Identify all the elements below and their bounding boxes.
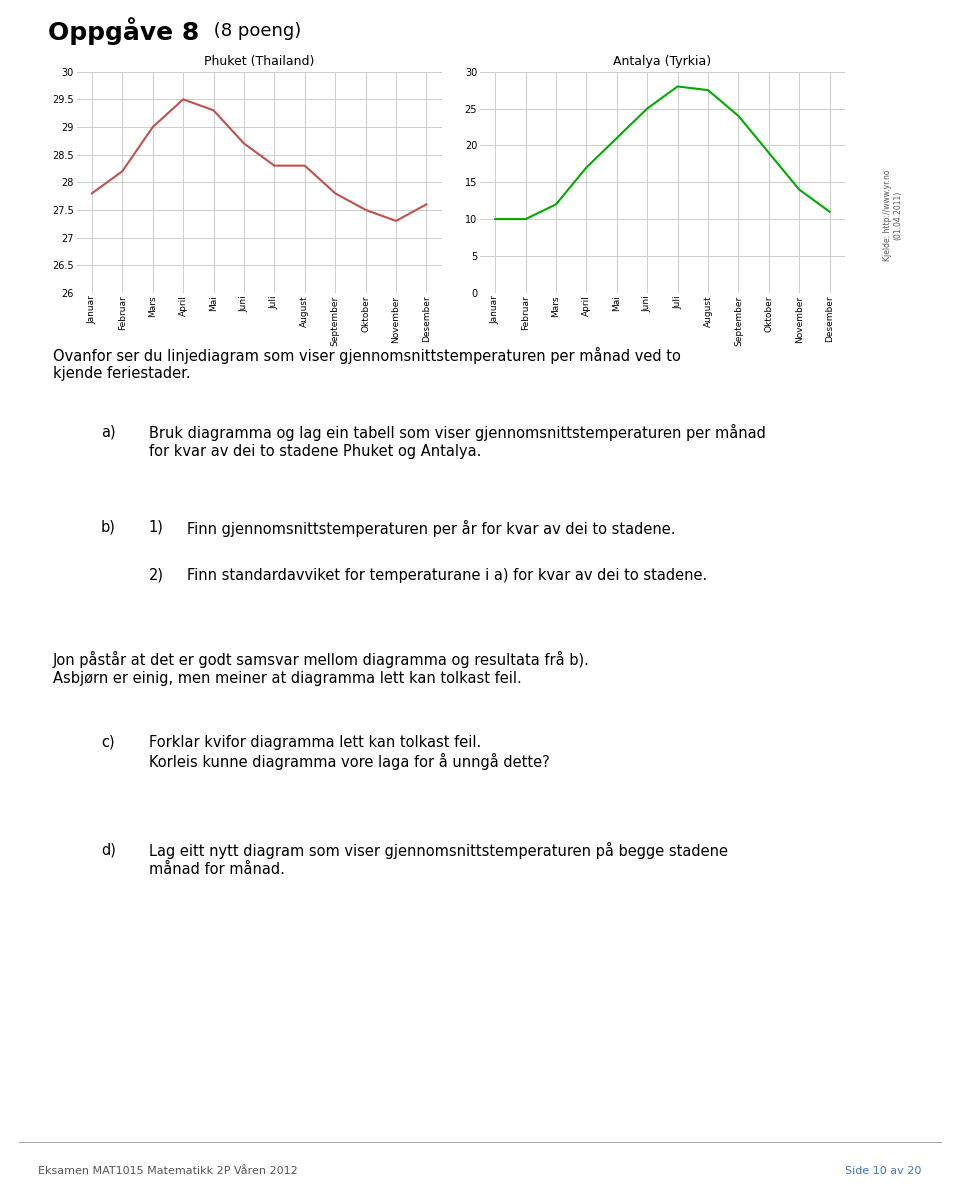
Text: Side 10 av 20: Side 10 av 20 xyxy=(845,1166,922,1176)
Text: Oppgåve 8: Oppgåve 8 xyxy=(48,17,200,45)
Text: Kjelde: http://www.yr.no
(01.04.2011): Kjelde: http://www.yr.no (01.04.2011) xyxy=(883,170,902,261)
Title: Antalya (Tyrkia): Antalya (Tyrkia) xyxy=(613,55,711,68)
Text: (8 poeng): (8 poeng) xyxy=(208,22,301,41)
Text: Finn standardavviket for temperaturane i a) for kvar av dei to stadene.: Finn standardavviket for temperaturane i… xyxy=(187,568,708,583)
Text: a): a) xyxy=(101,424,115,440)
Text: b): b) xyxy=(101,520,115,535)
Text: d): d) xyxy=(101,842,115,858)
Text: Jon påstår at det er godt samsvar mellom diagramma og resultata frå b).
Asbjørn : Jon påstår at det er godt samsvar mellom… xyxy=(53,651,589,686)
Text: Bruk diagramma og lag ein tabell som viser gjennomsnittstemperaturen per månad
f: Bruk diagramma og lag ein tabell som vis… xyxy=(149,424,766,459)
Title: Phuket (Thailand): Phuket (Thailand) xyxy=(204,55,314,68)
Text: Eksamen MAT1015 Matematikk 2P Våren 2012: Eksamen MAT1015 Matematikk 2P Våren 2012 xyxy=(38,1166,299,1176)
Text: Lag eitt nytt diagram som viser gjennomsnittstemperaturen på begge stadene
månad: Lag eitt nytt diagram som viser gjennoms… xyxy=(149,842,728,877)
Text: c): c) xyxy=(101,735,114,750)
Text: 2): 2) xyxy=(149,568,164,583)
Text: 1): 1) xyxy=(149,520,163,535)
Text: Forklar kvifor diagramma lett kan tolkast feil.
Korleis kunne diagramma vore lag: Forklar kvifor diagramma lett kan tolkas… xyxy=(149,735,549,770)
Text: Finn gjennomsnittstemperaturen per år for kvar av dei to stadene.: Finn gjennomsnittstemperaturen per år fo… xyxy=(187,520,676,537)
Text: Ovanfor ser du linjediagram som viser gjennomsnittstemperaturen per månad ved to: Ovanfor ser du linjediagram som viser gj… xyxy=(53,347,681,381)
